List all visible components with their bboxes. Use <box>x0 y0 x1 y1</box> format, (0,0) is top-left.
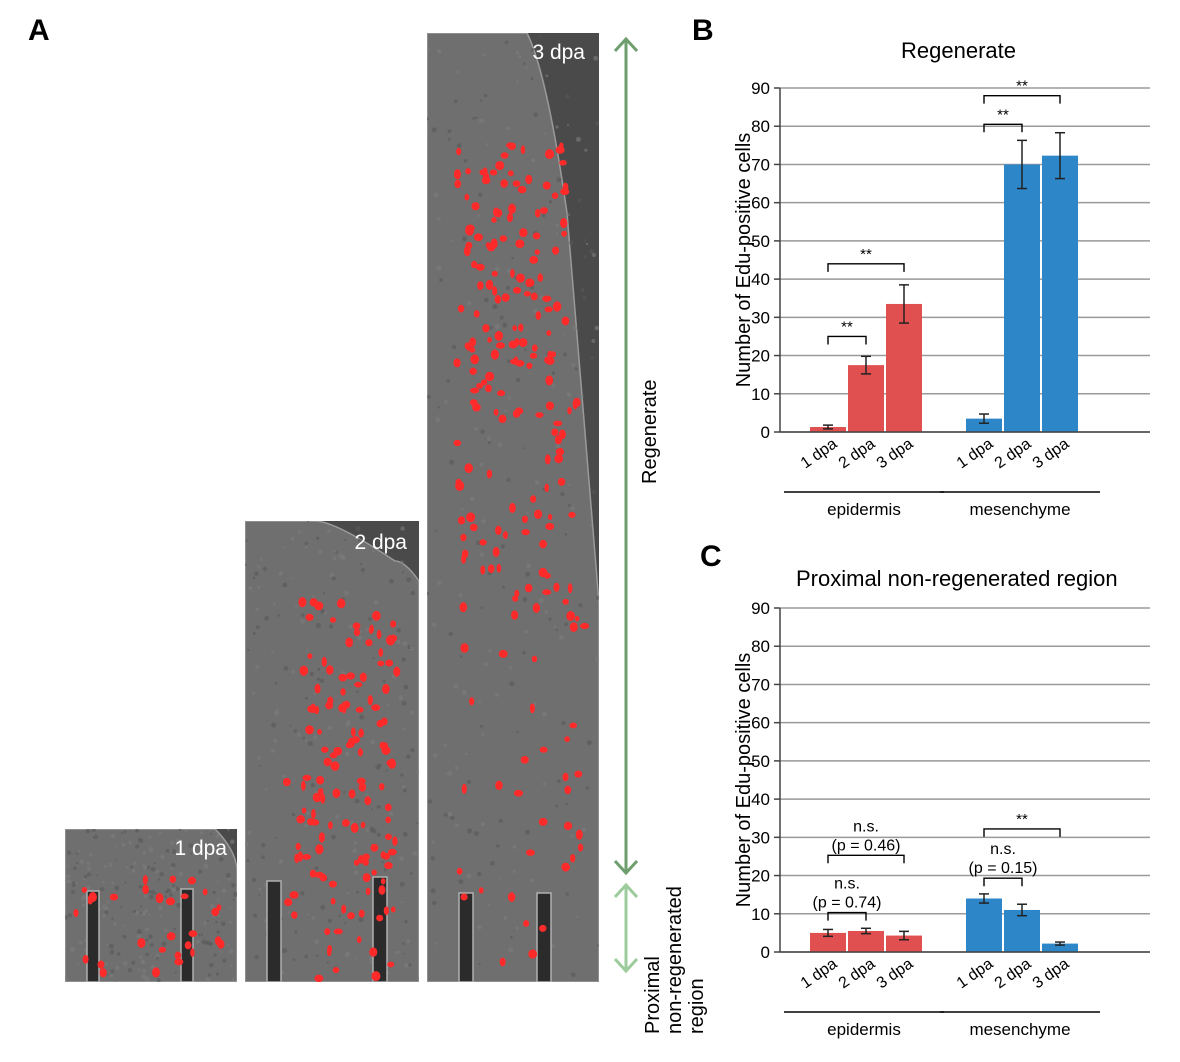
region-label-proximal: Proximal non-regenerated region <box>642 886 708 1034</box>
significance-stars: ** <box>1016 78 1028 95</box>
y-tick-label: 50 <box>751 752 770 771</box>
micrograph-3dpa-canvas <box>427 33 599 982</box>
region-label-regenerate: Regenerate <box>639 379 661 484</box>
x-tick-label: 2 dpa <box>992 435 1035 472</box>
significance-bracket <box>827 854 905 864</box>
chart-c-title: Proximal non-regenerated region <box>796 566 1118 591</box>
significance-stars: ** <box>841 318 853 335</box>
y-tick-label: 20 <box>751 347 770 366</box>
significance-label: (p = 0.46) <box>832 837 901 854</box>
y-tick-label: 90 <box>751 79 770 98</box>
y-tick-label: 30 <box>751 828 770 847</box>
significance-label: n.s. <box>853 818 879 835</box>
y-tick-label: 70 <box>751 155 770 174</box>
y-tick-label: 90 <box>751 599 770 618</box>
micrograph-label-2dpa: 2 dpa <box>354 531 407 554</box>
proximal-arrow <box>613 882 639 974</box>
bar <box>848 365 884 432</box>
y-tick-label: 20 <box>751 867 770 886</box>
panel-letter-a: A <box>28 14 50 47</box>
micrograph-2dpa: 2 dpa <box>245 521 419 982</box>
y-tick-label: 10 <box>751 385 770 404</box>
x-tick-label: 3 dpa <box>1030 955 1073 992</box>
panel-letter-c: C <box>700 540 722 573</box>
significance-bracket <box>983 123 1023 133</box>
chart-b: Number of Edu-positive cells 0 10 20 30 40 50 6… <box>733 78 1150 519</box>
x-tick-label: 2 dpa <box>836 955 879 992</box>
y-tick-label: 60 <box>751 194 770 213</box>
significance-label: n.s. <box>990 841 1016 858</box>
bar <box>1004 164 1040 432</box>
micrograph-1dpa: 1 dpa <box>65 829 237 982</box>
y-tick-label: 30 <box>751 308 770 327</box>
significance-bracket <box>983 828 1061 837</box>
y-tick-label: 0 <box>761 943 770 962</box>
bar <box>966 418 1002 432</box>
bar <box>848 930 884 952</box>
y-tick-label: 10 <box>751 905 770 924</box>
micrograph-3dpa: 3 dpa <box>427 33 599 982</box>
bar <box>1004 909 1040 952</box>
group-label: mesenchyme <box>969 500 1070 519</box>
x-tick-label: 1 dpa <box>798 955 841 992</box>
x-tick-label: 3 dpa <box>874 435 917 472</box>
significance-bracket <box>983 877 1023 887</box>
significance-bracket <box>983 94 1061 104</box>
bar <box>810 932 846 952</box>
significance-label: n.s. <box>834 876 860 893</box>
bar <box>1042 943 1078 952</box>
y-tick-label: 40 <box>751 790 770 809</box>
bar <box>966 898 1002 952</box>
y-tick-label: 80 <box>751 117 770 136</box>
micrograph-label-1dpa: 1 dpa <box>174 837 227 860</box>
significance-stars: ** <box>997 106 1009 123</box>
x-tick-label: 1 dpa <box>954 435 997 472</box>
y-tick-label: 50 <box>751 232 770 251</box>
y-axis-label: Number of Edu-positive cells <box>733 133 755 388</box>
bar <box>1042 155 1078 433</box>
x-tick-label: 3 dpa <box>874 955 917 992</box>
regenerate-arrow <box>613 36 639 876</box>
micrograph-2dpa-canvas <box>245 521 419 982</box>
y-tick-label: 80 <box>751 637 770 656</box>
y-tick-label: 0 <box>761 423 770 442</box>
significance-bracket <box>827 911 867 921</box>
x-tick-label: 1 dpa <box>954 955 997 992</box>
chart-b-title: Regenerate <box>901 38 1016 63</box>
bar <box>886 303 922 432</box>
y-tick-label: 70 <box>751 675 770 694</box>
significance-stars: ** <box>860 246 872 263</box>
bar <box>886 935 922 952</box>
significance-bracket <box>827 263 905 272</box>
x-tick-label: 2 dpa <box>836 435 879 472</box>
x-tick-label: 2 dpa <box>992 955 1035 992</box>
chart-c: Number of Edu-positive cells 0 10 20 30 40 50 6… <box>733 599 1150 1039</box>
x-tick-label: 1 dpa <box>798 435 841 472</box>
micrograph-label-3dpa: 3 dpa <box>532 41 585 64</box>
significance-bracket <box>827 335 867 345</box>
region-arrows <box>613 36 639 974</box>
significance-label: (p = 0.74) <box>813 895 882 912</box>
group-label: epidermis <box>827 500 901 519</box>
y-tick-label: 40 <box>751 270 770 289</box>
y-axis-label: Number of Edu-positive cells <box>733 653 755 908</box>
panel-letter-b: B <box>692 14 714 47</box>
significance-stars: ** <box>1016 811 1028 828</box>
significance-label: (p = 0.15) <box>969 860 1038 877</box>
x-tick-label: 3 dpa <box>1030 435 1073 472</box>
group-label: mesenchyme <box>969 1020 1070 1039</box>
group-label: epidermis <box>827 1020 901 1039</box>
micrograph-1dpa-canvas <box>65 829 237 982</box>
y-tick-label: 60 <box>751 714 770 733</box>
